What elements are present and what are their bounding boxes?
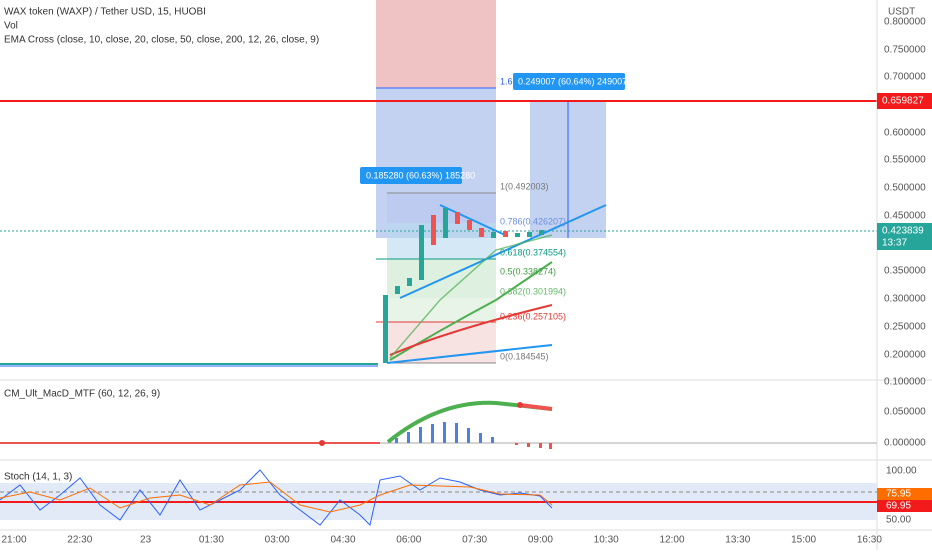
macd-plot [0,400,877,449]
price-unit: USDT [888,7,915,18]
price-tick: 0.350000 [884,266,926,277]
candles [383,208,544,363]
stoch-tick: 50.00 [886,515,911,526]
macd-tick: 0.100000 [884,377,926,388]
vol-label: Vol [4,21,18,32]
countdown: 13:37 [882,238,907,249]
price-tick: 0.550000 [884,155,926,166]
time-tick: 01:30 [199,535,224,546]
price-tick: 0.600000 [884,128,926,139]
price-tick: 0.750000 [884,45,926,56]
fib-level: 0.5(0.338274) [500,266,556,276]
time-tick: 23 [140,535,152,546]
fib-level: 0.786(0.426207) [500,216,566,226]
stoch-plot [0,469,877,526]
price-tick: 0.200000 [884,350,926,361]
macd-title: CM_Ult_MacD_MTF (60, 12, 26, 9) [4,389,160,400]
fib-level: 0(0.184545) [500,351,549,361]
fib-level: 0.382(0.301994) [500,286,566,296]
price-badge-label: 0.659827 [882,96,924,107]
price-tick: 0.500000 [884,183,926,194]
time-tick: 22:30 [67,535,92,546]
stoch-title: Stoch (14, 1, 3) [4,472,72,483]
fib-ext: 1.6 [500,76,513,86]
stoch-badge [877,500,932,512]
macd-tick: 0.050000 [884,407,926,418]
fib-level: 0.618(0.374554) [500,247,566,257]
time-tick: 06:00 [396,535,421,546]
price-tick: 0.700000 [884,72,926,83]
time-tick: 16:30 [857,535,882,546]
stoch-badge-label: 69.95 [886,501,911,512]
stoch-badge-label: 75.95 [886,489,911,500]
time-tick: 21:00 [1,535,26,546]
price-tick: 0.250000 [884,322,926,333]
measure-badge [513,73,625,90]
time-tick: 04:30 [330,535,355,546]
stoch-tick: 100.00 [886,466,917,477]
symbol-title: WAX token (WAXP) / Tether USD, 15, HUOBI [4,7,206,18]
time-tick: 07:30 [462,535,487,546]
time-tick: 13:30 [725,535,750,546]
price-tick: 0.800000 [884,17,926,28]
drawings [0,0,877,367]
fib-level: 1(0.492003) [500,181,549,191]
time-tick: 03:00 [265,535,290,546]
time-tick: 15:00 [791,535,816,546]
price-tick: 0.300000 [884,294,926,305]
measure-badge [360,167,462,184]
stoch-badge [877,488,932,500]
price-badge [877,223,932,250]
price-badge [877,93,932,109]
measure-label: 0.249007 (60.64%) 249007 [518,76,627,86]
time-tick: 09:00 [528,535,553,546]
price-tick: 0.450000 [884,211,926,222]
ema-label: EMA Cross (close, 10, close, 20, close, … [4,35,319,46]
macd-tick: 0.000000 [884,438,926,449]
time-tick: 12:00 [659,535,684,546]
measure-label: 0.185280 (60.63%) 185280 [366,170,475,180]
time-tick: 10:30 [594,535,619,546]
fib-level: 0.236(0.257105) [500,311,566,321]
time-axis: 21:00 22:30 23 01:30 03:00 04:30 06:00 07:30 09:… [1,535,882,546]
price-badge-label: 0.423839 [882,226,924,237]
